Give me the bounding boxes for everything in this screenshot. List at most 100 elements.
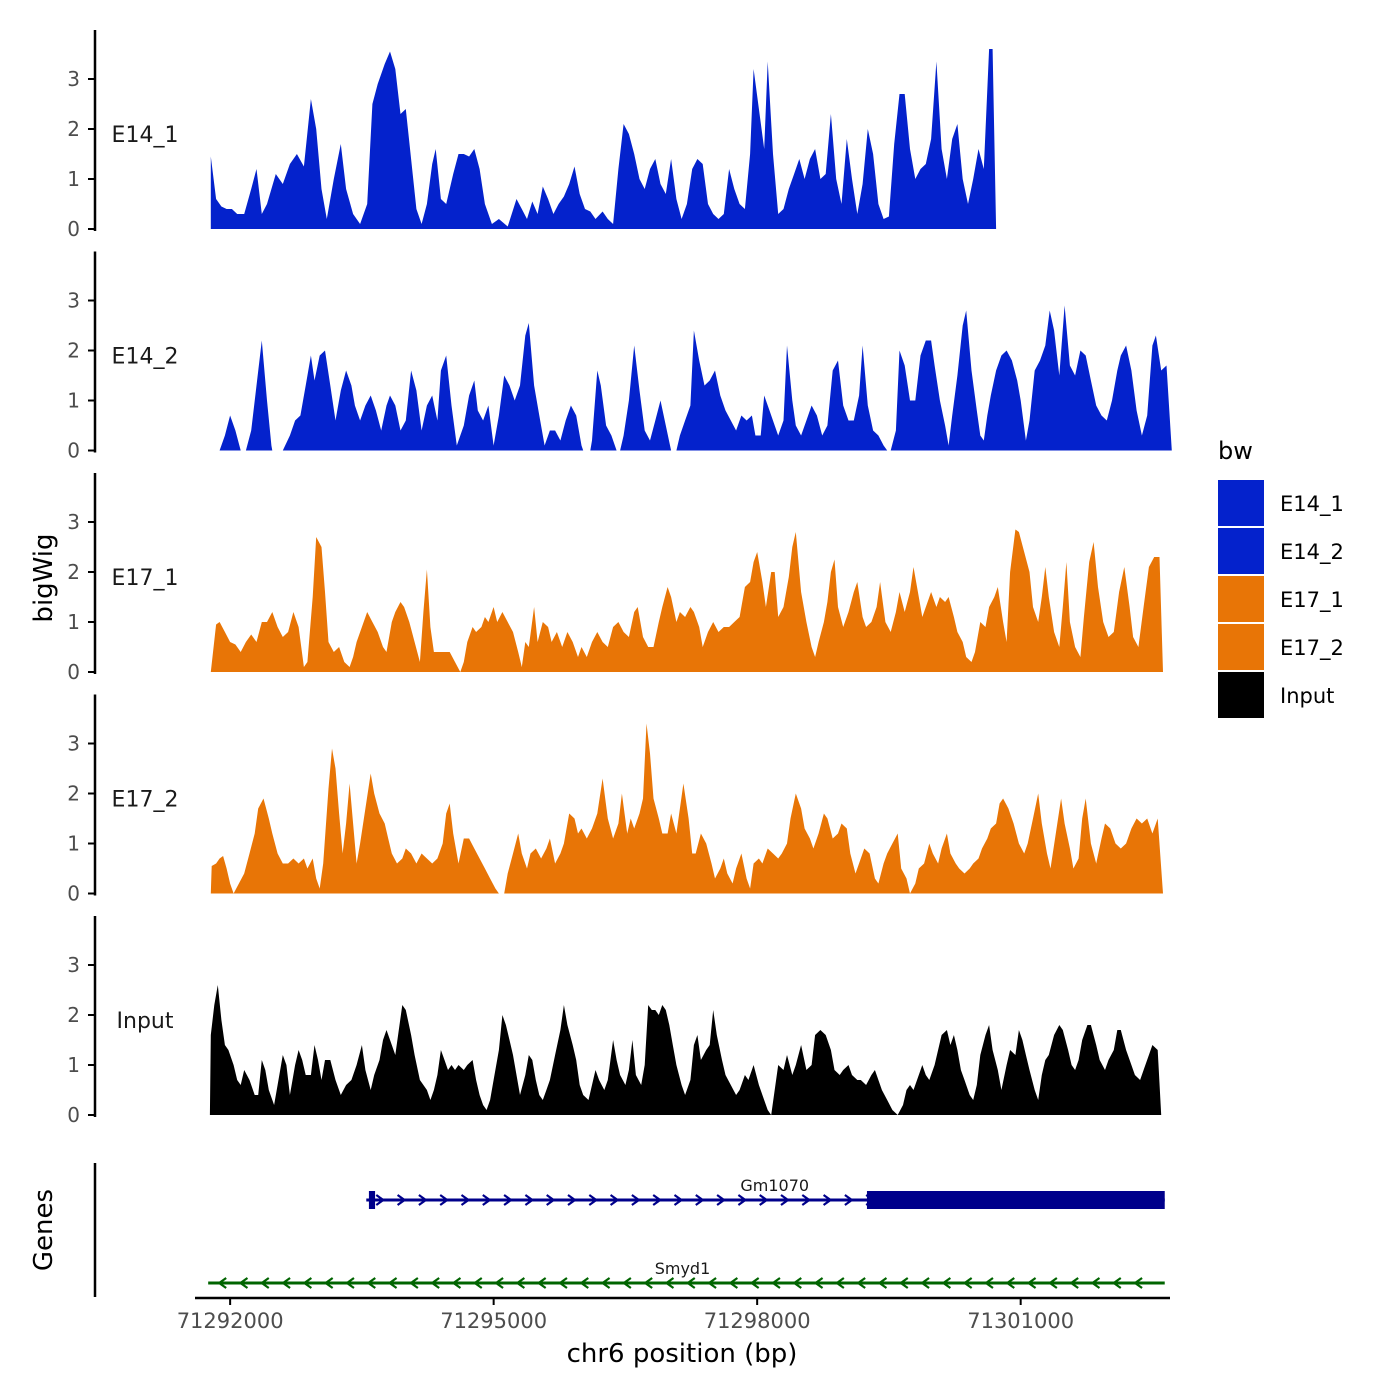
legend-swatch-E17_1 xyxy=(1218,576,1264,622)
x-tick-label: 71295000 xyxy=(440,1309,547,1333)
y-tick-label: 2 xyxy=(67,782,80,806)
strand-chevron xyxy=(673,1194,684,1206)
y-axis-title: bigWig xyxy=(29,533,59,622)
strand-chevron xyxy=(259,1277,270,1289)
y-tick-label: 3 xyxy=(67,510,80,534)
legend: bw E14_1 E14_2 E17_1 E17_2 Input xyxy=(1218,437,1344,718)
y-tick-label: 0 xyxy=(67,439,80,463)
strand-chevron xyxy=(217,1277,227,1289)
strand-chevron xyxy=(877,1277,888,1289)
strand-chevron xyxy=(652,1194,663,1206)
legend-label-E17_2: E17_2 xyxy=(1280,636,1344,661)
y-tick-label: 0 xyxy=(67,217,80,241)
panel-E17_2: 0 1 2 3 E17_2 xyxy=(67,694,1164,906)
strand-chevron xyxy=(780,1194,790,1206)
y-tick-label: 0 xyxy=(67,660,80,684)
strand-chevron xyxy=(430,1277,440,1289)
strand-chevron xyxy=(536,1277,547,1289)
track-label-E17_1: E17_1 xyxy=(112,566,179,591)
strand-chevron xyxy=(1090,1277,1101,1289)
coverage-area-Input xyxy=(209,985,1162,1115)
track-label-E14_2: E14_2 xyxy=(112,345,179,370)
strand-chevron xyxy=(1026,1277,1037,1289)
strand-chevron xyxy=(728,1277,739,1289)
strand-chevron xyxy=(643,1277,653,1289)
strand-chevron xyxy=(631,1194,641,1206)
gene-Smyd1: Smyd1 xyxy=(208,1259,1165,1289)
y-tick-label: 1 xyxy=(67,389,80,413)
x-tick-label: 71298000 xyxy=(704,1309,811,1333)
strand-chevron xyxy=(418,1194,428,1206)
x-tick-label: 71301000 xyxy=(967,1309,1074,1333)
y-tick-label: 0 xyxy=(67,882,80,906)
strand-chevron xyxy=(281,1277,291,1289)
strand-chevron xyxy=(408,1277,419,1289)
legend-label-E17_1: E17_1 xyxy=(1280,588,1344,613)
strand-chevron xyxy=(844,1194,854,1206)
strand-chevron xyxy=(771,1277,781,1289)
y-tick-label: 1 xyxy=(67,1053,80,1077)
strand-chevron xyxy=(1111,1277,1122,1289)
gene-name-label: Smyd1 xyxy=(655,1259,711,1278)
track-label-Input: Input xyxy=(117,1009,174,1034)
gene-Gm1070: Gm1070 xyxy=(366,1176,1165,1209)
strand-chevron xyxy=(898,1277,909,1289)
legend-label-E14_2: E14_2 xyxy=(1280,540,1344,565)
strand-chevron xyxy=(472,1277,483,1289)
strand-chevron xyxy=(579,1277,589,1289)
y-tick-label: 1 xyxy=(67,832,80,856)
y-tick-label: 2 xyxy=(67,1003,80,1027)
strand-chevron xyxy=(707,1277,717,1289)
strand-chevron xyxy=(387,1277,398,1289)
strand-chevron xyxy=(567,1194,577,1206)
strand-chevron xyxy=(609,1194,620,1206)
coverage-area-E14_1 xyxy=(210,49,997,229)
strand-chevron xyxy=(664,1277,675,1289)
y-tick-label: 2 xyxy=(67,560,80,584)
strand-chevron xyxy=(920,1277,930,1289)
strand-chevron xyxy=(451,1277,462,1289)
strand-chevron xyxy=(345,1277,355,1289)
strand-chevron xyxy=(460,1194,471,1206)
panel-E17_1: 0 1 2 3 E17_1 xyxy=(67,473,1164,684)
genes-panel: Genes Gm1070 Smyd1 xyxy=(29,1163,1165,1297)
strand-chevron xyxy=(600,1277,611,1289)
strand-chevron xyxy=(749,1277,760,1289)
panel-Input: 0 1 2 3 Input xyxy=(67,916,1162,1127)
legend-swatch-E14_2 xyxy=(1218,528,1264,574)
strand-chevron xyxy=(856,1277,866,1289)
strand-chevron xyxy=(396,1194,407,1206)
genes-label: Genes xyxy=(29,1189,59,1271)
strand-chevron xyxy=(695,1194,705,1206)
strand-chevron xyxy=(716,1194,726,1206)
y-tick-label: 3 xyxy=(67,732,80,756)
x-tick-label: 71292000 xyxy=(177,1309,284,1333)
gene-name-label: Gm1070 xyxy=(740,1176,809,1195)
strand-chevron xyxy=(759,1194,769,1206)
strand-chevron xyxy=(984,1277,994,1289)
strand-chevron xyxy=(546,1194,556,1206)
strand-chevron xyxy=(1005,1277,1015,1289)
y-tick-label: 3 xyxy=(67,289,80,313)
panel-E14_1: 0 1 2 3 E14_1 xyxy=(67,30,997,241)
y-tick-label: 2 xyxy=(67,339,80,363)
strand-chevron xyxy=(588,1194,599,1206)
strand-chevron xyxy=(941,1277,952,1289)
strand-chevron xyxy=(375,1194,386,1206)
strand-chevron xyxy=(366,1277,376,1289)
panel-E14_2: 0 1 2 3 E14_2 xyxy=(67,251,1178,463)
strand-chevron xyxy=(737,1194,748,1206)
strand-chevron xyxy=(621,1277,632,1289)
legend-swatch-E17_2 xyxy=(1218,624,1264,670)
x-axis-title: chr6 position (bp) xyxy=(567,1339,798,1369)
strand-chevron xyxy=(1069,1277,1079,1289)
strand-chevron xyxy=(515,1277,526,1289)
strand-chevron xyxy=(302,1277,313,1289)
y-tick-label: 3 xyxy=(67,67,80,91)
strand-chevron xyxy=(801,1194,812,1206)
y-tick-label: 1 xyxy=(67,167,80,191)
y-tick-label: 1 xyxy=(67,610,80,634)
legend-title: bw xyxy=(1218,437,1253,465)
strand-chevron xyxy=(558,1277,568,1289)
strand-chevron xyxy=(822,1194,833,1206)
